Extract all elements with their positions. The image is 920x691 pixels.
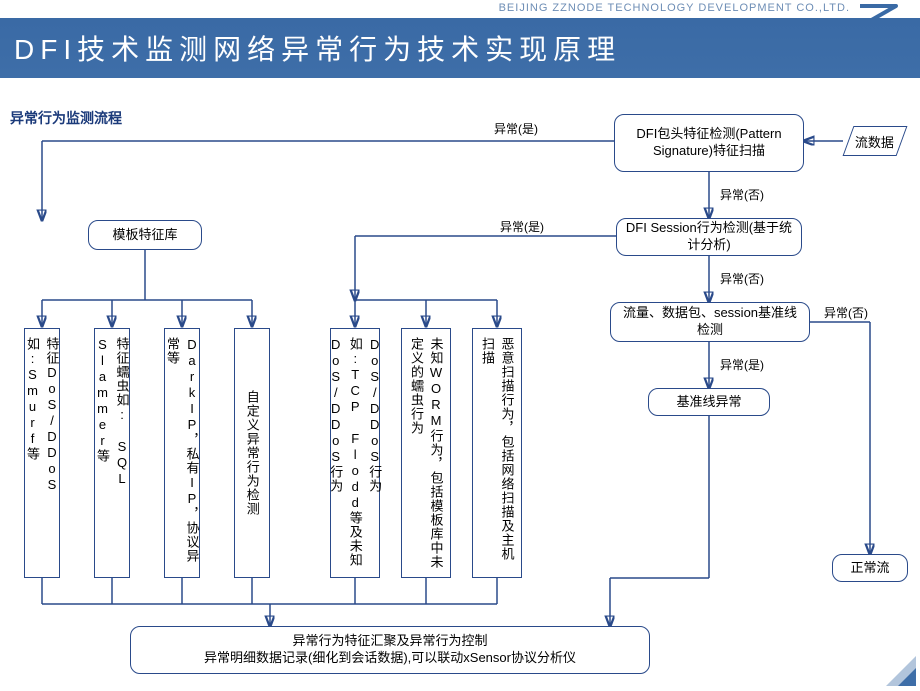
v1-node: 特征DoS/DDoS 如:Smurf等 xyxy=(24,328,60,578)
template-lib-node: 模板特征库 xyxy=(88,220,202,250)
normal-flow-node: 正常流 xyxy=(832,554,908,582)
corner-decoration xyxy=(886,656,916,686)
bottom-summary-node: 异常行为特征汇聚及异常行为控制 异常明细数据记录(细化到会话数据),可以联动xS… xyxy=(130,626,650,674)
edge-label-3: 异常(是) xyxy=(500,218,544,235)
baseline-detect-label: 流量、数据包、session基准线检测 xyxy=(617,305,803,339)
page-title: DFI技术监测网络异常行为技术实现原理 xyxy=(14,28,621,68)
edge-label-1: 异常(是) xyxy=(494,120,538,137)
v2-node: 特征蠕虫如: SQL Slammer等 xyxy=(94,328,130,578)
baseline-detect-node: 流量、数据包、session基准线检测 xyxy=(610,302,810,342)
baseline-anomaly-node: 基准线异常 xyxy=(648,388,770,416)
section-label: 异常行为监测流程 xyxy=(10,108,122,128)
v7-node: 恶意扫描行为，包括网络扫描及主机扫描 xyxy=(472,328,522,578)
edge-label-4: 异常(否) xyxy=(720,270,764,287)
v6-node: 未知WORM行为，包括模板库中未定义的蠕虫行为 xyxy=(401,328,451,578)
edge-label-5: 异常(否) xyxy=(824,304,868,321)
flowdata-label: 流数据 xyxy=(855,132,894,151)
bottom-summary-label: 异常行为特征汇聚及异常行为控制 异常明细数据记录(细化到会话数据),可以联动xS… xyxy=(204,633,576,667)
flowdata-node: 流数据 xyxy=(843,126,908,156)
dfi-header-label: DFI包头特征检测(Pattern Signature)特征扫描 xyxy=(621,126,797,160)
dfi-header-node: DFI包头特征检测(Pattern Signature)特征扫描 xyxy=(614,114,804,172)
title-bar: DFI技术监测网络异常行为技术实现原理 xyxy=(0,18,920,78)
template-lib-label: 模板特征库 xyxy=(112,227,177,244)
dfi-session-label: DFI Session行为检测(基于统计分析) xyxy=(623,220,795,254)
edge-label-6: 异常(是) xyxy=(720,356,764,373)
v5-node: DoS/DDoS行为如:TCP Flodd等及未知DoS/DDoS行为 xyxy=(330,328,380,578)
baseline-anomaly-label: 基准线异常 xyxy=(676,394,741,411)
v3-node: DarkIP，私有IP，协议异常等 xyxy=(164,328,200,578)
v4-node: 自定义异常行为检测 xyxy=(234,328,270,578)
flowchart-canvas: 异常行为监测流程 xyxy=(0,78,920,690)
dfi-session-node: DFI Session行为检测(基于统计分析) xyxy=(616,218,802,256)
company-name: BEIJING ZZNODE TECHNOLOGY DEVELOPMENT CO… xyxy=(499,2,850,14)
normal-flow-label: 正常流 xyxy=(850,560,889,577)
edge-label-2: 异常(否) xyxy=(720,186,764,203)
